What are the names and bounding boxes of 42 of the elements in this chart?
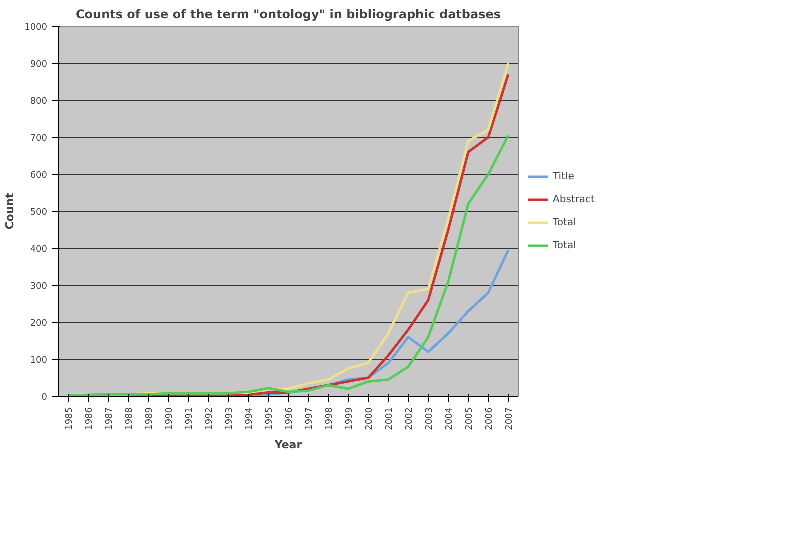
x-tick-label: 1985 xyxy=(65,408,75,430)
y-tick-label: 300 xyxy=(30,282,48,292)
y-tick-label: 1000 xyxy=(24,23,48,33)
x-tick-label: 1993 xyxy=(225,408,235,430)
line-series xyxy=(67,134,510,396)
x-tick-label: 1995 xyxy=(265,408,275,430)
y-axis-title: Count xyxy=(4,193,17,230)
chart-title: Counts of use of the term "ontology" in bibliographic datbases xyxy=(76,8,502,22)
y-tick-label: 700 xyxy=(30,134,48,144)
legend-label: Total xyxy=(553,217,576,228)
x-tick-label: 2007 xyxy=(505,408,515,430)
legend-label: Title xyxy=(553,171,574,182)
x-tick-label: 1998 xyxy=(325,407,335,430)
x-tick-label: 2005 xyxy=(465,408,475,430)
y-tick-label: 0 xyxy=(42,393,48,403)
x-tick-label: 1991 xyxy=(185,408,195,430)
x-axis-title: Year xyxy=(274,438,303,452)
y-tick-label: 900 xyxy=(30,60,48,70)
x-tick-label: 1996 xyxy=(285,407,295,430)
y-tick-label: 800 xyxy=(30,97,48,107)
x-tick-label: 1994 xyxy=(245,407,255,430)
x-tick-label: 1990 xyxy=(165,407,175,430)
x-tick-label: 1999 xyxy=(345,407,355,430)
x-tick-label: 2001 xyxy=(385,408,395,430)
x-tick-label: 2000 xyxy=(365,407,375,430)
legend-label: Abstract xyxy=(553,194,595,205)
x-tick-label: 1986 xyxy=(85,407,95,430)
y-tick-label: 200 xyxy=(30,319,48,329)
x-tick-label: 2002 xyxy=(405,408,415,430)
x-tick-label: 2006 xyxy=(485,407,495,430)
x-tick-label: 2003 xyxy=(425,408,435,430)
y-tick-label: 500 xyxy=(30,208,48,218)
legend-label: Total xyxy=(553,240,576,251)
y-tick-label: 400 xyxy=(30,245,48,255)
x-tick-label: 1988 xyxy=(125,407,135,430)
y-tick-label: 100 xyxy=(30,356,48,366)
x-tick-label: 2004 xyxy=(445,407,455,430)
x-tick-label: 1992 xyxy=(205,408,215,430)
x-tick-label: 1989 xyxy=(145,407,155,430)
y-tick-label: 600 xyxy=(30,171,48,181)
x-tick-label: 1997 xyxy=(305,408,315,430)
x-tick-label: 1987 xyxy=(105,408,115,430)
